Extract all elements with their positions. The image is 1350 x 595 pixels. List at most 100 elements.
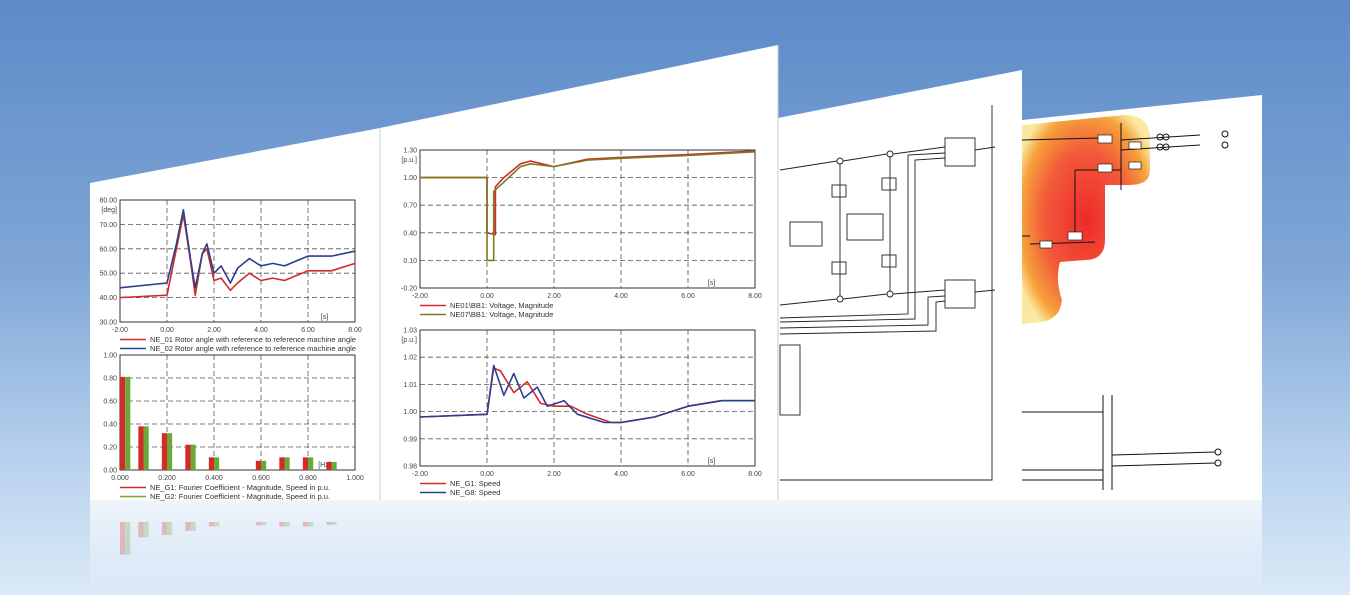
heatmap-overlay — [1022, 115, 1150, 324]
bar — [125, 376, 131, 470]
x-tick-label: 0.400 — [205, 475, 223, 482]
panel-block-diagram — [778, 70, 1022, 500]
x-tick-label: 6.00 — [301, 327, 315, 334]
legend-label: NE_G2: Fourier Coefficient - Magnitude, … — [150, 492, 330, 501]
bar — [331, 461, 337, 470]
legend-label: NE_01 Rotor angle with reference to refe… — [150, 335, 356, 344]
bar-reflection — [255, 522, 261, 526]
x-tick-label: 4.00 — [254, 327, 268, 334]
block-controller-bottom — [944, 279, 976, 309]
panel-rotor-fourier — [90, 128, 380, 500]
x-axis-unit: [s] — [321, 314, 328, 321]
x-tick-label: -2.00 — [412, 293, 428, 300]
bar-reflection — [190, 522, 196, 531]
y-tick-label: 40.00 — [99, 295, 117, 302]
block-frame — [779, 344, 801, 416]
bar — [167, 433, 173, 470]
x-tick-label: 0.600 — [252, 475, 270, 482]
y-tick-label: 0.98 — [403, 464, 417, 471]
element-box — [1097, 134, 1113, 144]
y-tick-label: 1.00 — [403, 409, 417, 416]
bar — [214, 457, 220, 470]
y-tick-label: -0.20 — [401, 286, 417, 293]
x-tick-label: 6.00 — [681, 471, 695, 478]
y-tick-label: 0.70 — [403, 203, 417, 210]
y-tick-label: 0.60 — [103, 399, 117, 406]
plot-frame — [419, 149, 756, 289]
block-gain — [881, 177, 897, 191]
bar-reflection — [308, 522, 314, 527]
series-line-2 — [119, 209, 356, 289]
bar-reflection — [261, 522, 267, 526]
bar — [261, 460, 267, 470]
x-tick-label: 0.00 — [160, 327, 174, 334]
bar-reflection — [185, 522, 191, 531]
y-tick-label: 0.99 — [403, 436, 417, 443]
legend-label: NE_02 Rotor angle with reference to refe… — [150, 344, 356, 353]
x-tick-label: -2.00 — [412, 471, 428, 478]
y-tick-label: 0.10 — [403, 258, 417, 265]
chart-rotor-angle: -2.00 0.00 2.00 4.00 6.00 8.00 30.00 40.00 50.00… — [99, 198, 361, 354]
bar-reflection — [214, 522, 220, 527]
x-tick-label: 1.000 — [346, 475, 364, 482]
element-box — [1039, 240, 1053, 249]
x-tick-label: 4.00 — [614, 293, 628, 300]
element-box — [1128, 141, 1142, 150]
bar — [284, 457, 290, 470]
y-tick-label: 1.03 — [403, 328, 417, 335]
x-tick-label: 0.000 — [111, 475, 129, 482]
bar-reflection — [279, 522, 285, 527]
bar — [308, 457, 314, 470]
plot-frame — [419, 329, 756, 467]
x-tick-label: 8.00 — [748, 293, 762, 300]
legend-label: NE_G1: Speed — [450, 479, 500, 488]
legend-label: NE01\BB1: Voltage, Magnitude — [450, 301, 553, 310]
y-axis-unit: [deg] — [101, 207, 117, 214]
x-axis-unit: [Hz] — [318, 462, 331, 469]
y-tick-label: 1.01 — [403, 382, 417, 389]
plot-frame — [119, 199, 356, 323]
block-transfer-1 — [789, 221, 823, 247]
y-tick-label: 0.80 — [103, 376, 117, 383]
x-tick-label: 2.00 — [547, 471, 561, 478]
block-diagram — [779, 105, 996, 481]
network-diagram — [1021, 115, 1229, 490]
y-axis-unit: [p.u.] — [401, 337, 417, 344]
y-axis-unit: [p.u.] — [401, 157, 417, 164]
x-tick-label: 2.00 — [547, 293, 561, 300]
block-gain — [831, 261, 847, 275]
y-tick-label: 0.00 — [103, 468, 117, 475]
bar — [302, 457, 308, 470]
bar-reflection — [167, 522, 173, 535]
y-tick-label: 50.00 — [99, 271, 117, 278]
x-tick-label: 6.00 — [681, 293, 695, 300]
bar-reflection — [208, 522, 214, 527]
legend-label: NE07\BB1: Voltage, Magnitude — [450, 310, 553, 319]
y-tick-label: 70.00 — [99, 222, 117, 229]
y-tick-label: 1.02 — [403, 355, 417, 362]
x-tick-label: 0.800 — [299, 475, 317, 482]
series-line-2 — [419, 364, 755, 424]
x-tick-label: 8.00 — [748, 471, 762, 478]
y-tick-label: 0.20 — [103, 445, 117, 452]
y-tick-label: 0.40 — [403, 230, 417, 237]
block-controller-top — [944, 137, 976, 167]
x-tick-label: 0.00 — [480, 293, 494, 300]
bar — [326, 461, 332, 470]
x-tick-label: 0.00 — [480, 471, 494, 478]
block-gain — [831, 184, 847, 198]
y-tick-label: 80.00 — [99, 198, 117, 205]
bar — [255, 460, 261, 470]
bar-reflection — [284, 522, 290, 527]
element-box — [1067, 231, 1083, 241]
bar-reflection — [161, 522, 167, 535]
bar — [208, 457, 214, 470]
x-tick-label: 4.00 — [614, 471, 628, 478]
bar — [143, 426, 149, 470]
y-tick-label: 1.00 — [103, 353, 117, 360]
chart-voltage-magnitude: -2.00 0.00 2.00 4.00 6.00 8.00 -0.20 0.10 0.40 0.… — [401, 148, 762, 320]
reflection-marks — [120, 522, 337, 555]
block-transfer-2 — [846, 213, 884, 241]
y-tick-label: 1.30 — [403, 148, 417, 155]
legend-label: NE_G1: Fourier Coefficient - Magnitude, … — [150, 483, 330, 492]
